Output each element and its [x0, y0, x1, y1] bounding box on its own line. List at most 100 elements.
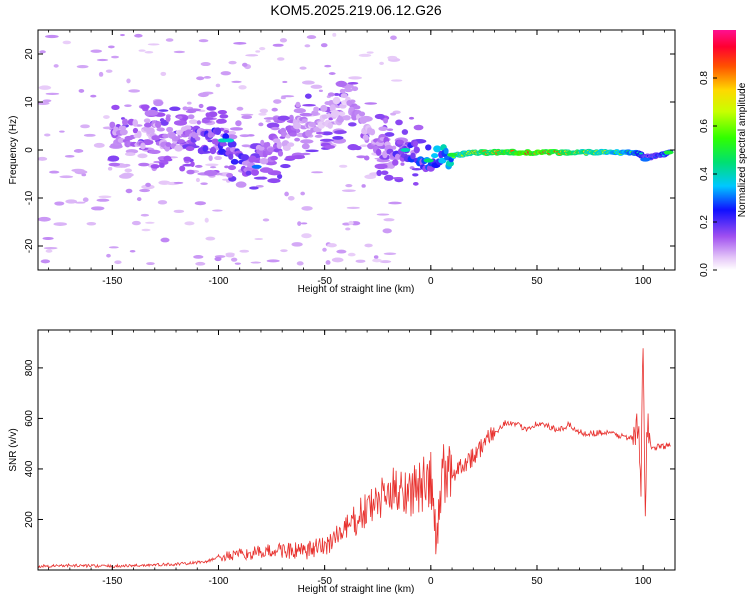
heatmap-cell	[145, 109, 159, 116]
heatmap-cell	[359, 144, 368, 148]
heatmap-cell	[639, 152, 644, 155]
heatmap-cell	[297, 221, 302, 226]
heatmap-cell	[366, 51, 374, 54]
heatmap-cell	[347, 252, 356, 257]
heatmap-cell	[177, 139, 185, 144]
heatmap-cell	[196, 76, 205, 81]
heatmap-cell	[59, 130, 65, 133]
heatmap-cell	[119, 173, 132, 179]
heatmap-cell	[212, 209, 223, 212]
heatmap-cell	[382, 228, 392, 234]
heatmap-cell	[119, 129, 128, 136]
heatmap-cell	[208, 155, 213, 162]
heatmap-cell	[400, 148, 411, 152]
heatmap-cell	[165, 142, 172, 147]
heatmap-cell	[235, 120, 242, 127]
heatmap-cells	[38, 32, 674, 266]
colorbar-tick-label: 0.2	[699, 215, 710, 229]
heatmap-cell	[215, 83, 221, 88]
snr-xtick-label: 100	[635, 576, 652, 587]
heatmap-cell	[166, 126, 174, 133]
heatmap-cell	[182, 106, 188, 111]
heatmap-cell	[388, 201, 402, 205]
heatmap-cell	[160, 71, 167, 76]
heatmap-cell	[363, 155, 370, 161]
heatmap-cell	[336, 116, 345, 123]
heatmap-cell	[78, 88, 85, 93]
heatmap-cell	[150, 164, 160, 169]
heatmap-cell	[144, 122, 152, 128]
heatmap-cell	[412, 173, 419, 177]
heatmap-cell	[379, 61, 384, 66]
heatmap-cell	[410, 152, 416, 160]
heatmap-cell	[107, 45, 115, 49]
heatmap-cell	[226, 172, 234, 178]
heatmap-cell	[194, 201, 207, 206]
heatmap-cell	[157, 200, 168, 205]
heatmap-cell	[174, 144, 183, 152]
spectrogram-ytick-label: 20	[24, 48, 35, 60]
heatmap-cell	[332, 32, 337, 37]
heatmap-cell	[209, 146, 217, 155]
snr-xlabel: Height of straight line (km)	[298, 584, 415, 595]
heatmap-cell	[206, 106, 217, 111]
heatmap-cell	[73, 149, 84, 153]
heatmap-cell	[260, 139, 265, 146]
heatmap-cell	[82, 197, 89, 203]
heatmap-cell	[348, 220, 354, 226]
heatmap-cell	[45, 249, 53, 253]
heatmap-cell	[277, 115, 290, 121]
heatmap-cell	[333, 93, 340, 96]
heatmap-cell	[287, 142, 295, 147]
heatmap-cell	[282, 80, 288, 84]
snr-axes: -150 -100 -50 0 50 100 200 400 600 800	[24, 330, 675, 587]
heatmap-cell	[53, 64, 59, 68]
heatmap-cell	[216, 118, 227, 124]
heatmap-cell	[320, 104, 328, 112]
heatmap-cell	[318, 89, 323, 93]
heatmap-cell	[147, 43, 160, 46]
heatmap-cell	[372, 258, 382, 263]
heatmap-cell	[64, 155, 75, 158]
heatmap-cell	[93, 142, 105, 148]
heatmap-cell	[255, 50, 261, 53]
heatmap-cell	[321, 131, 333, 136]
heatmap-cell	[301, 206, 313, 211]
heatmap-cell	[253, 176, 268, 180]
heatmap-cell	[138, 162, 150, 167]
heatmap-cell	[273, 117, 278, 122]
snr-xtick-label: -100	[208, 576, 228, 587]
heatmap-cell	[65, 199, 78, 204]
heatmap-cell	[330, 109, 340, 118]
heatmap-cell	[228, 130, 237, 136]
heatmap-cell	[291, 242, 303, 247]
heatmap-cell	[107, 166, 113, 171]
heatmap-cell	[145, 182, 151, 187]
spectrogram-xtick-label: -100	[208, 276, 228, 287]
heatmap-cell	[160, 237, 170, 243]
heatmap-cell	[235, 181, 247, 188]
heatmap-cell	[136, 130, 142, 139]
heatmap-cell	[230, 158, 239, 165]
heatmap-cell	[239, 249, 250, 253]
heatmap-cell	[364, 243, 373, 248]
heatmap-cell	[231, 80, 242, 83]
heatmap-cell	[227, 140, 237, 148]
heatmap-cell	[413, 146, 420, 154]
heatmap-cell	[351, 86, 359, 92]
heatmap-cell	[229, 127, 244, 131]
heatmap-cell	[345, 227, 351, 231]
heatmap-cell	[203, 76, 212, 79]
heatmap-cell	[173, 50, 186, 54]
heatmap-cell	[258, 122, 264, 127]
heatmap-cell	[111, 55, 120, 59]
heatmap-cell	[285, 134, 291, 139]
heatmap-cell	[241, 115, 253, 120]
heatmap-cell	[43, 246, 58, 250]
heatmap-cell	[328, 72, 336, 75]
heatmap-cell	[390, 35, 397, 40]
heatmap-cell	[391, 79, 403, 82]
heatmap-cell	[346, 206, 360, 210]
colorbar-gradient	[713, 30, 736, 270]
heatmap-cell	[443, 147, 449, 155]
